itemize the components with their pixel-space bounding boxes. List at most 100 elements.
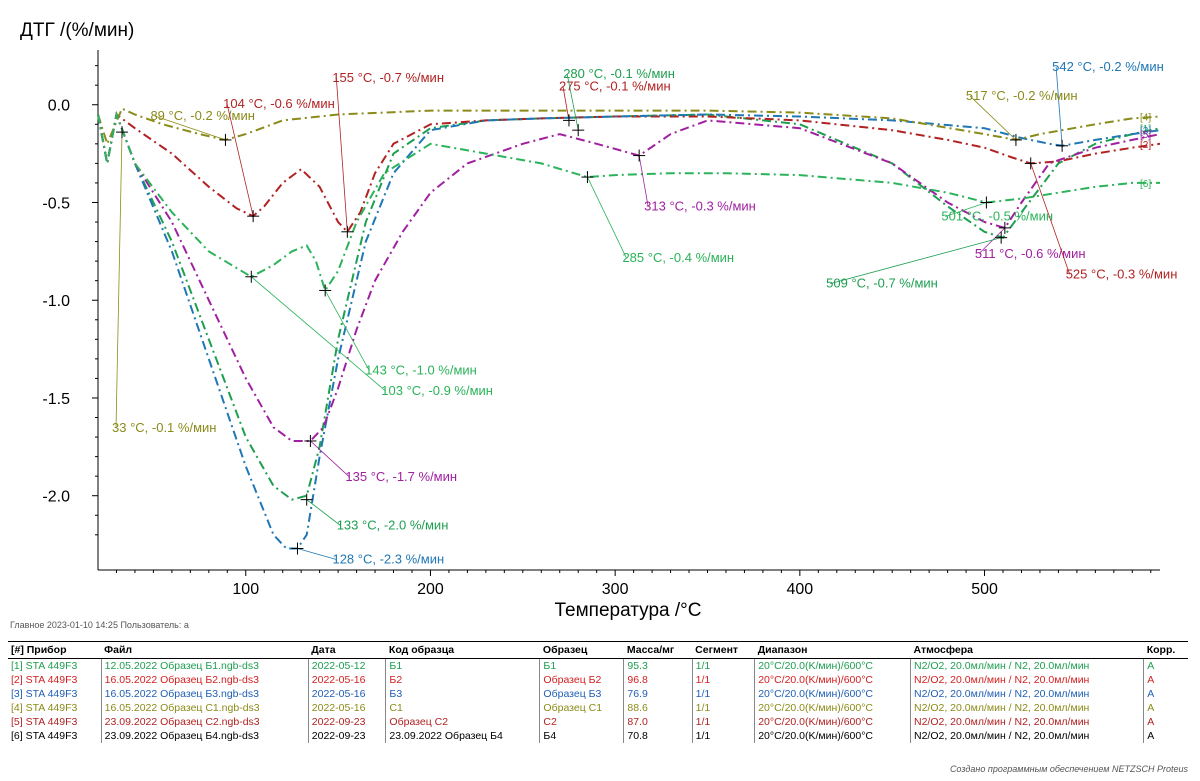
annotation-leader (1030, 163, 1071, 275)
legend-cell: 16.05.2022 Образец Б2.ngb-ds3 (100, 673, 309, 687)
annotation-leader (566, 74, 579, 131)
legend-row: [6] STA 449F3 23.09.2022 Образец Б4.ngb-d… (8, 729, 1188, 743)
legend-cell: 1/1 (691, 715, 755, 729)
peak-annotation: 143 °C, -1.0 %/мин (365, 362, 477, 377)
software-credit: Создано программным обеспечением NETZSCH… (949, 764, 1188, 774)
legend-cell: N2/O2, 20.0мл/мин / N2, 20.0мл/мин (909, 687, 1144, 701)
peak-annotation: 135 °C, -1.7 %/мин (345, 469, 457, 484)
peak-annotation: 509 °C, -0.7 %/мин (826, 276, 938, 291)
x-tick-label: 400 (786, 581, 813, 598)
peak-annotation: 517 °C, -0.2 %/мин (966, 88, 1078, 103)
annotation-leader (978, 227, 1006, 255)
annotation-leader (297, 548, 337, 560)
annotation-leader (115, 132, 123, 429)
y-axis-label: ДТГ /(%/мин) (20, 20, 134, 41)
annotation-leader (251, 276, 386, 392)
legend-header-cell: Корр. (1143, 641, 1188, 659)
annotation-leader (1055, 66, 1063, 146)
peak-annotation: 542 °C, -0.2 %/мин (1052, 59, 1164, 74)
peak-annotation: 275 °C, -0.1 %/мин (559, 78, 671, 93)
x-tick-label: 300 (602, 581, 629, 598)
legend-cell: A (1143, 701, 1188, 715)
peak-annotation: 285 °C, -0.4 %/мин (622, 250, 734, 265)
y-tick-label: -0.5 (42, 195, 70, 212)
series-name-label: [4] (1140, 112, 1151, 123)
legend-cell: 2022-09-23 (307, 729, 386, 743)
annotation-leader (310, 440, 350, 478)
legend-cell: Б4 (539, 729, 624, 743)
y-tick-label: -1.5 (42, 391, 70, 408)
annotation-leader (226, 104, 254, 217)
annotation-leader (587, 176, 627, 259)
y-tick-label: -2.0 (42, 489, 70, 506)
legend-cell: 87.0 (623, 715, 693, 729)
legend-cell: 96.8 (623, 673, 693, 687)
y-tick-label: 0.0 (48, 98, 70, 115)
peak-annotation: 33 °C, -0.1 %/мин (112, 420, 216, 435)
legend-cell: 23.09.2022 Образец Б4 (385, 729, 540, 743)
legend-header-cell: Атмосфера (910, 641, 1144, 659)
legend-cell: 1/1 (691, 673, 755, 687)
annotation-leader (638, 155, 649, 207)
legend-cell: 20°C/20.0(K/мин)/600°C (754, 715, 911, 729)
chart-axes: 100 200 300 400 500 0.0 -0.5 -1.0 -1.5 -2.0 (42, 50, 1160, 598)
legend-cell: 12.05.2022 Образец Б1.ngb-ds3 (100, 658, 309, 673)
y-tick-label: -1.0 (42, 293, 70, 310)
annotation-leader (562, 86, 570, 121)
peak-annotation: 313 °C, -0.3 %/мин (644, 199, 756, 214)
series-name-label: [6] (1140, 179, 1151, 190)
peak-annotation: 280 °C, -0.1 %/мин (563, 66, 675, 81)
legend-cell: 20°C/20.0(K/мин)/600°C (754, 701, 911, 715)
legend-cell: 1/1 (691, 687, 755, 701)
legend-cell: 23.09.2022 Образец Б4.ngb-ds3 (100, 729, 309, 743)
legend-cell: N2/O2, 20.0мл/мин / N2, 20.0мл/мин (909, 673, 1144, 687)
legend-cell: 16.05.2022 Образец Б3.ngb-ds3 (100, 687, 309, 701)
peak-annotation: 501 °C, -0.5 %/мин (941, 208, 1053, 223)
legend-cell: 1/1 (691, 701, 755, 715)
legend-cell: 23.09.2022 Образец С2.ngb-ds3 (100, 715, 309, 729)
legend-row: [5] STA 449F3 23.09.2022 Образец С2.ngb-d… (8, 715, 1188, 729)
x-tick-label: 100 (232, 581, 259, 598)
legend-table: [#] Прибор Файл Дата Код образца Образец Масс… (8, 641, 1188, 743)
legend-cell: Образец Б3 (539, 687, 624, 701)
legend-cell: Образец С1 (539, 701, 624, 715)
chart-series: [1] [2] [3] [4] [5] [6] (97, 107, 1161, 550)
legend-cell: 1/1 (691, 729, 755, 743)
peak-annotation: 133 °C, -2.0 %/мин (337, 518, 449, 533)
legend-cell: 76.9 (623, 687, 693, 701)
series-line-3 (97, 110, 1161, 550)
annotation-leader (306, 499, 341, 526)
legend-header-cell: Дата (308, 641, 386, 659)
x-tick-label: 200 (417, 581, 444, 598)
legend-cell: [3] STA 449F3 (11, 688, 78, 700)
legend-row: [4] STA 449F3 16.05.2022 Образец С1.ngb-d… (8, 701, 1188, 715)
legend-cell: 2022-05-12 (307, 658, 386, 673)
series-name-label: [1] (1140, 124, 1151, 135)
legend-header-cell: Сегмент (692, 641, 755, 659)
legend-cell: Образец С2 (385, 715, 540, 729)
peak-annotation: 104 °C, -0.6 %/мин (223, 96, 335, 111)
annotation-leader (324, 290, 370, 371)
legend-cell: Б3 (385, 687, 540, 701)
annotation-leader (154, 115, 226, 141)
series-line-1 (97, 110, 1161, 501)
legend-cell: Б2 (385, 673, 540, 687)
legend-cell: A (1143, 715, 1188, 729)
legend-cell: [2] STA 449F3 (11, 674, 78, 686)
series-line-2 (97, 112, 1161, 234)
legend-row: [3] STA 449F3 16.05.2022 Образец Б3.ngb-d… (8, 687, 1188, 701)
legend-cell: A (1143, 729, 1188, 743)
legend-cell: С2 (539, 715, 624, 729)
legend-cell: [5] STA 449F3 (11, 716, 78, 728)
legend-cell: N2/O2, 20.0мл/мин / N2, 20.0мл/мин (909, 658, 1144, 673)
peak-annotation: 511 °C, -0.6 %/мин (975, 246, 1086, 261)
legend-cell: 88.6 (623, 701, 693, 715)
legend-cell: [1] STA 449F3 (11, 660, 78, 672)
annotation-leader (945, 202, 987, 217)
legend-cell: 2022-05-16 (307, 687, 386, 701)
legend-header-cell: Образец (539, 641, 624, 659)
legend-cell: [6] STA 449F3 (11, 730, 78, 742)
annotation-leader (335, 77, 348, 232)
legend-cell: 20°C/20.0(K/мин)/600°C (754, 729, 911, 743)
